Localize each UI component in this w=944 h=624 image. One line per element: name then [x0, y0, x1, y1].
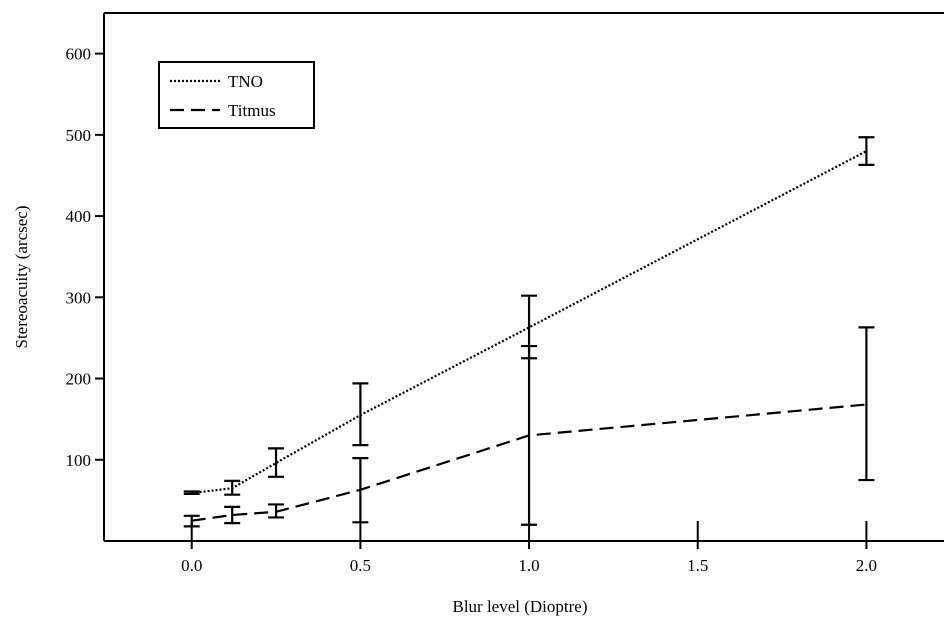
y-tick-label: 200 — [66, 370, 92, 389]
y-tick-label: 300 — [66, 288, 92, 307]
series-layer — [184, 137, 875, 526]
y-tick-label: 500 — [66, 126, 92, 145]
x-tick-label: 0.0 — [181, 556, 202, 575]
y-tick-label: 400 — [66, 207, 92, 226]
legend-label-tno: TNO — [228, 72, 263, 91]
y-tick-label: 600 — [66, 45, 92, 64]
legend: TNO Titmus — [159, 62, 314, 128]
x-tick-label: 0.5 — [350, 556, 371, 575]
y-tick-label: 100 — [66, 451, 92, 470]
x-tick-label: 2.0 — [856, 556, 877, 575]
x-tick-label: 1.0 — [518, 556, 539, 575]
x-axis-title: Blur level (Dioptre) — [452, 597, 587, 616]
legend-label-titmus: Titmus — [228, 101, 276, 120]
x-tick-label: 1.5 — [687, 556, 708, 575]
y-axis-title: Stereoacuity (arcsec) — [12, 206, 31, 349]
